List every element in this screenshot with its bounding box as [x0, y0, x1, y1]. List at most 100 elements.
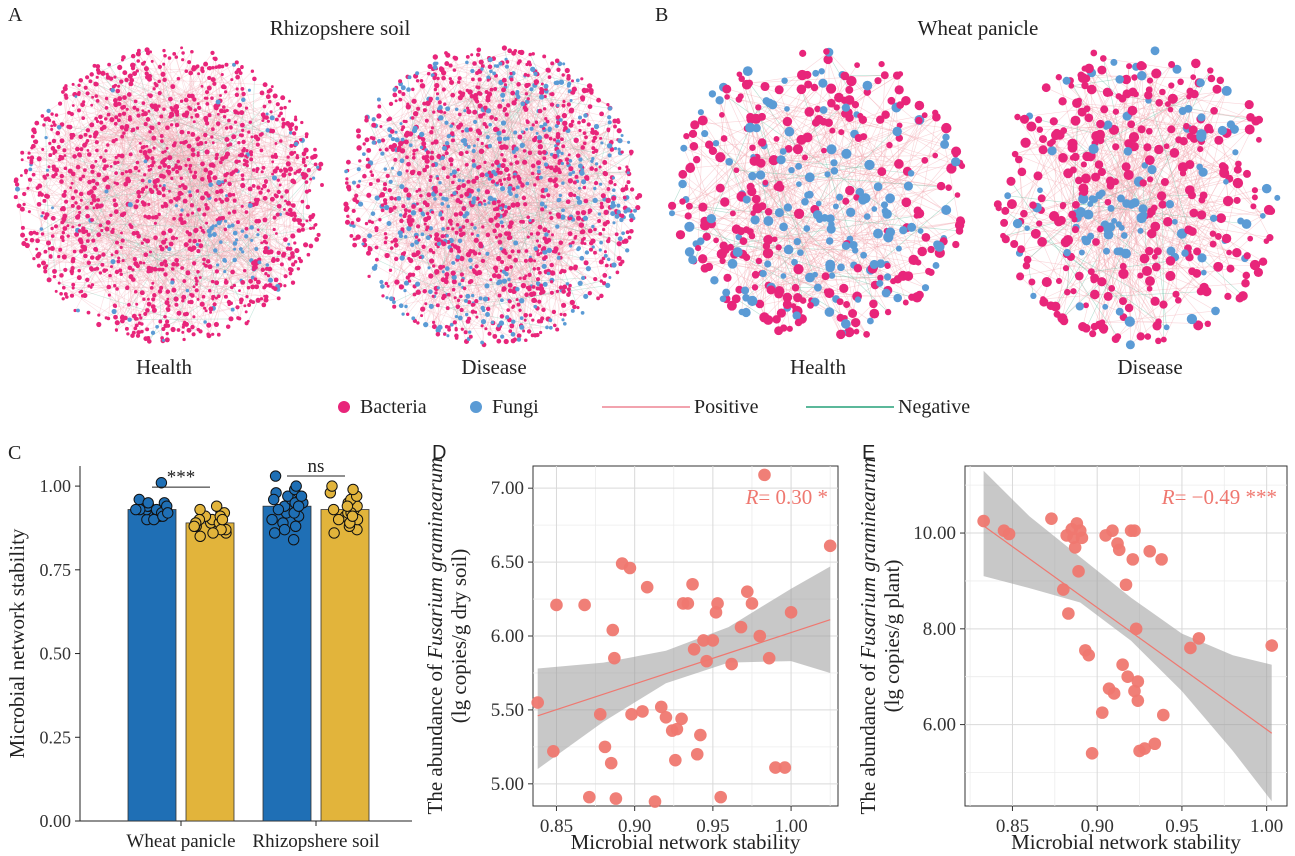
- positive-edge: [173, 53, 236, 234]
- bacteria-node: [115, 328, 118, 332]
- positive-edge: [347, 131, 393, 223]
- bacteria-node: [76, 92, 81, 97]
- bacteria-node: [447, 327, 452, 332]
- positive-edge: [61, 208, 155, 311]
- bacteria-node: [176, 76, 181, 81]
- positive-edge: [425, 73, 495, 151]
- bacteria-node: [214, 156, 219, 161]
- bacteria-node: [90, 283, 95, 287]
- fungi-node: [225, 194, 228, 198]
- bacteria-node: [623, 186, 629, 191]
- bacteria-node: [562, 120, 568, 127]
- bacteria-node: [417, 187, 422, 192]
- bacteria-node: [59, 122, 65, 127]
- bacteria-node: [500, 163, 506, 169]
- bacteria-node: [214, 296, 218, 300]
- bacteria-node: [402, 251, 407, 255]
- bacteria-node: [123, 126, 129, 132]
- bacteria-node: [215, 189, 220, 195]
- bacteria-node: [622, 195, 627, 200]
- bacteria-node: [36, 263, 41, 268]
- fungi-node: [232, 62, 236, 67]
- bacteria-node: [472, 251, 478, 256]
- positive-edge: [90, 81, 156, 182]
- fungi-node: [487, 57, 493, 63]
- fungi-node: [174, 204, 179, 208]
- bacteria-node: [555, 327, 560, 332]
- bacteria-node: [101, 124, 107, 130]
- bacteria-node: [435, 92, 440, 96]
- positive-edge: [402, 92, 542, 142]
- bacteria-node: [456, 124, 462, 130]
- bacteria-node: [66, 224, 70, 228]
- bacteria-node: [620, 150, 624, 154]
- fungi-node: [619, 217, 624, 223]
- bacteria-node: [385, 173, 390, 179]
- bacteria-node: [409, 169, 415, 176]
- positive-edge: [445, 279, 459, 307]
- bacteria-node: [206, 175, 212, 181]
- positive-edge: [100, 157, 279, 207]
- bacteria-node: [457, 76, 462, 81]
- positive-edge: [758, 107, 832, 150]
- bacteria-node: [196, 136, 201, 140]
- negative-edge: [243, 150, 314, 229]
- positive-edge: [719, 100, 768, 265]
- network-a-health: [13, 46, 324, 344]
- bacteria-node: [599, 136, 603, 140]
- bacteria-node: [133, 290, 138, 294]
- fungi-node: [489, 69, 493, 74]
- bacteria-node: [457, 184, 462, 189]
- bacteria-node: [430, 141, 435, 145]
- bacteria-node: [594, 167, 598, 172]
- bacteria-node: [274, 232, 278, 235]
- bacteria-node: [430, 150, 434, 155]
- bacteria-node: [423, 222, 427, 226]
- positive-edge: [193, 203, 257, 335]
- positive-edge: [487, 146, 617, 235]
- positive-edge: [74, 190, 222, 252]
- bacteria-node: [602, 160, 608, 165]
- positive-edge: [426, 156, 469, 182]
- bacteria-node: [392, 237, 399, 243]
- bacteria-node: [629, 187, 635, 192]
- bacteria-node: [601, 227, 606, 232]
- fungi-node: [543, 187, 549, 193]
- fungi-node: [293, 141, 299, 147]
- bacteria-node: [166, 164, 171, 170]
- bacteria-node: [627, 235, 632, 240]
- positive-edge: [437, 78, 447, 200]
- bacteria-node: [184, 69, 189, 73]
- bacteria-node: [304, 132, 309, 137]
- positive-edge: [239, 121, 269, 319]
- positive-edge: [528, 128, 544, 332]
- bacteria-node: [32, 140, 36, 143]
- bacteria-node: [346, 214, 350, 218]
- positive-edge: [581, 138, 601, 174]
- bacteria-node: [599, 293, 604, 299]
- bacteria-node: [163, 54, 167, 58]
- bacteria-node: [120, 134, 125, 139]
- positive-edge: [450, 250, 496, 337]
- positive-edge: [369, 165, 504, 248]
- bacteria-node: [441, 75, 446, 81]
- bacteria-node: [278, 168, 283, 173]
- positive-edge: [447, 122, 504, 269]
- bacteria-node: [488, 173, 494, 179]
- fungi-node: [406, 87, 411, 92]
- positive-edge: [45, 150, 248, 272]
- positive-edge: [168, 110, 222, 174]
- fungi-node: [633, 208, 637, 213]
- bacteria-node: [378, 218, 382, 222]
- bacteria-node: [107, 293, 111, 297]
- bacteria-node: [129, 224, 134, 229]
- negative-edge: [122, 134, 241, 261]
- bacteria-node: [504, 266, 510, 272]
- bacteria-node: [433, 87, 438, 92]
- positive-edge: [431, 210, 538, 289]
- bacteria-node: [428, 258, 435, 264]
- fungi-node: [513, 130, 518, 135]
- bacteria-node: [364, 221, 369, 226]
- bacteria-node: [259, 148, 264, 153]
- positive-edge: [152, 221, 239, 300]
